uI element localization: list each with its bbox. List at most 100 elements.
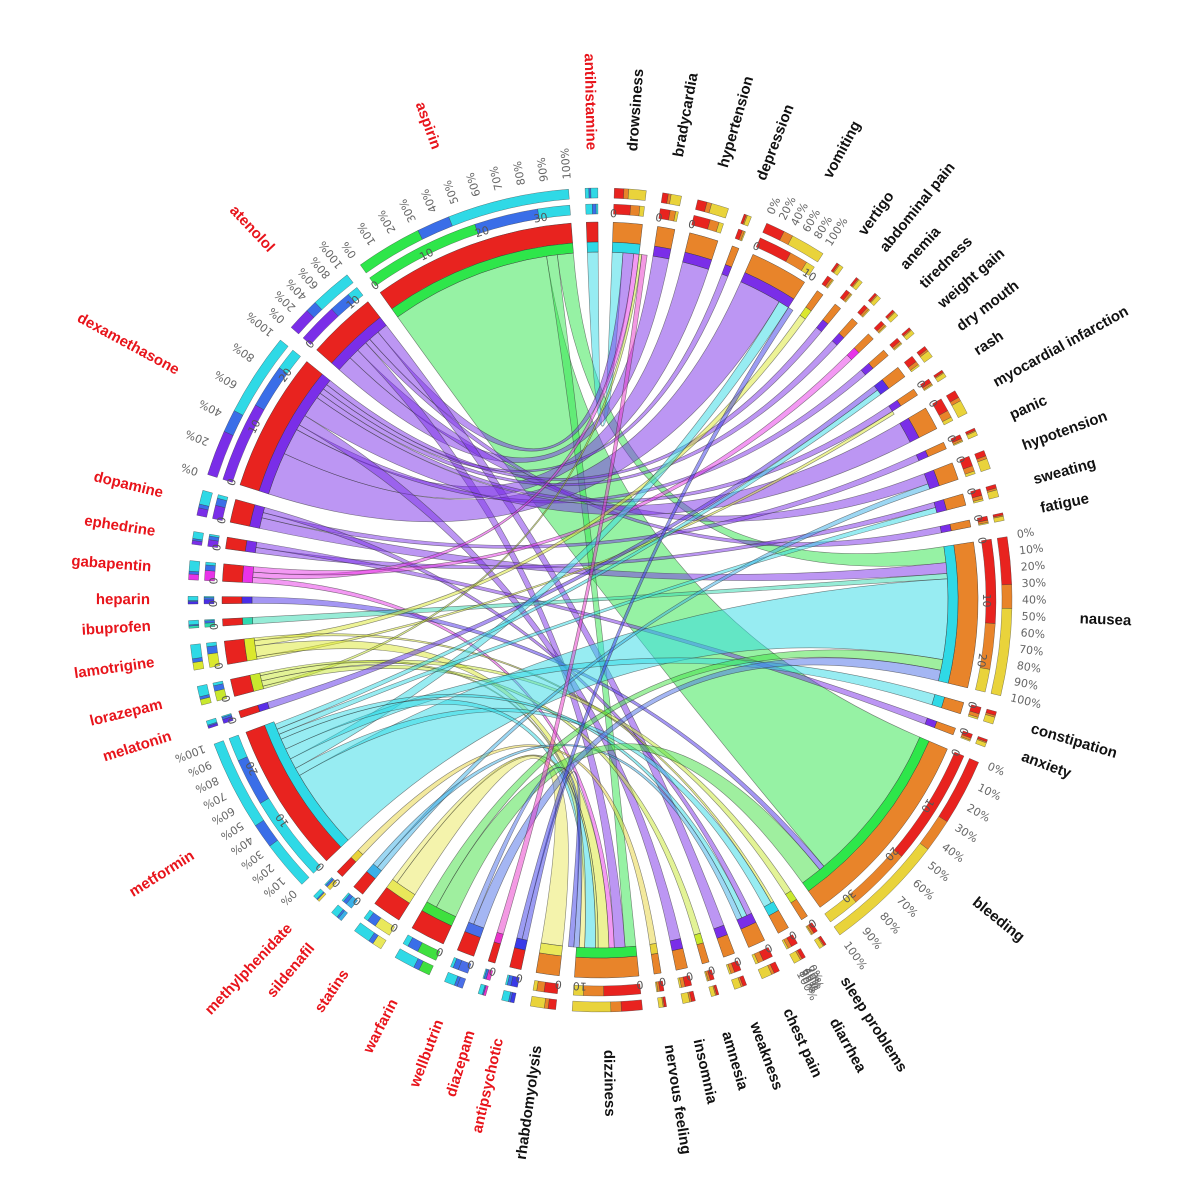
node-arc-methylphenidate[interactable] [336, 857, 357, 877]
percent-tick-bleeding: 30% [952, 821, 980, 845]
node-arc-nervous_feeling[interactable] [650, 953, 662, 975]
node-arc-ephedrine[interactable] [225, 536, 248, 552]
track-segment-gabapentin [188, 560, 201, 572]
node-arc-amnesia[interactable] [696, 942, 710, 965]
node-color-band-gabapentin [242, 565, 254, 584]
node-arc-panic[interactable] [925, 441, 947, 458]
track-segment-chest_pain [757, 965, 772, 980]
node-arc-bradycardia[interactable] [654, 226, 676, 250]
track-segment-drowsiness [627, 188, 647, 201]
node-arc-gabapentin[interactable] [222, 563, 244, 583]
percent-tick-bleeding: 60% [910, 877, 937, 903]
track-segment-sleep_problems [805, 925, 813, 936]
node-arc-rash[interactable] [896, 388, 918, 407]
node-arc-drowsiness[interactable] [612, 222, 643, 245]
track-segment-chest_pain [751, 953, 759, 965]
track-segment-wellbutrin [450, 957, 457, 968]
track-segment-ephedrine [209, 533, 220, 538]
node-arc-diazepam[interactable] [487, 941, 501, 964]
count-tick-amnesia: 0 [706, 963, 716, 977]
count-tick-vomiting: 10 [800, 266, 819, 285]
percent-tick-dexamethasone: 60% [212, 368, 240, 392]
count-tick-warfarin: 0 [434, 944, 446, 959]
percent-tick-aspirin: 80% [511, 160, 528, 186]
node-arc-rhabdomyolysis[interactable] [535, 952, 562, 977]
track-segment-hypotension [964, 470, 976, 478]
node-arc-sweating[interactable] [943, 493, 967, 511]
node-arc-anxiety[interactable] [934, 721, 956, 736]
count-tick-sweating: 0 [964, 486, 978, 496]
node-color-band-dizziness [575, 945, 638, 959]
track-segment-dopamine [217, 494, 229, 501]
count-tick-antipsychotic: 0 [515, 971, 525, 985]
track-segment-tiredness [878, 325, 887, 334]
node-arc-anemia[interactable] [838, 318, 858, 339]
track-segment-rhabdomyolysis [547, 998, 557, 1010]
node-color-band-methylphenidate [350, 849, 364, 863]
node-color-band-dry_mouth [873, 379, 890, 395]
node-arc-lamotrigine[interactable] [224, 638, 248, 665]
track-segment-bleeding [824, 894, 857, 923]
percent-tick-bleeding: 80% [877, 910, 903, 937]
count-tick-lorazepam: 0 [219, 694, 233, 704]
track-segment-fatigue [978, 522, 989, 526]
count-tick-melatonin: 0 [226, 715, 241, 726]
node-arc-sleep_problems[interactable] [790, 898, 808, 921]
percent-tick-aspirin: 50% [441, 178, 462, 205]
track-segment-sildenafil [341, 892, 351, 902]
track-segment-atenolol [314, 274, 354, 310]
track-segment-metformin [213, 740, 264, 826]
node-arc-heparin[interactable] [221, 596, 243, 604]
node-color-band-metformin [264, 721, 349, 848]
track-segment-dopamine [199, 490, 213, 507]
node-arc-weakness[interactable] [716, 934, 735, 958]
node-arc-abdominal_pain[interactable] [822, 303, 841, 325]
node-arc-constipation[interactable] [941, 696, 965, 715]
percent-tick-aspirin: 40% [418, 187, 440, 215]
node-color-band-amnesia [693, 932, 704, 945]
count-tick-panic: 0 [944, 433, 959, 445]
track-segment-rhabdomyolysis [532, 980, 539, 992]
node-arc-fatigue[interactable] [949, 519, 972, 532]
node-color-band-lorazepam [249, 672, 264, 692]
track-segment-ibuprofen [188, 619, 199, 626]
node-arc-lorazepam[interactable] [230, 674, 255, 697]
node-arc-depression[interactable] [725, 245, 740, 268]
count-tick-heparin: 0 [207, 600, 220, 607]
label-lamotrigine: lamotrigine [73, 654, 155, 682]
node-arc-insomnia[interactable] [671, 948, 688, 971]
node-color-band-depression [721, 264, 732, 277]
track-segment-diarrhea [781, 939, 789, 950]
node-color-band-tiredness [846, 347, 860, 360]
label-lorazepam: lorazepam [88, 696, 164, 730]
label-myocardial_infarction: myocardial infarction [990, 303, 1131, 391]
node-color-band-sildenafil [366, 863, 382, 879]
track-segment-insomnia [677, 977, 682, 989]
count-tick-nausea: 10 [980, 593, 993, 607]
count-tick-diazepam: 0 [487, 964, 497, 978]
track-segment-gabapentin [204, 564, 216, 572]
node-arc-vertigo[interactable] [805, 290, 824, 312]
node-arc-weight_gain[interactable] [868, 349, 889, 369]
label-insomnia: insomnia [690, 1037, 721, 1106]
node-arc-dizziness[interactable] [574, 955, 640, 979]
track-segment-dry_mouth [910, 364, 920, 373]
node-arc-melatonin[interactable] [238, 704, 261, 719]
track-segment-dizziness [610, 1001, 622, 1013]
track-segment-nervous_feeling [655, 981, 658, 993]
track-segment-antihistamine [592, 203, 597, 215]
percent-tick-dexamethasone: 40% [197, 397, 225, 419]
node-arc-antihistamine[interactable] [586, 221, 599, 243]
node-color-band-insomnia [669, 938, 684, 951]
label-statins: statins [311, 966, 352, 1016]
count-tick-insomnia: 0 [685, 969, 695, 983]
track-segment-depression [740, 231, 746, 242]
ribbon-diazepam-drowsiness [496, 254, 648, 935]
node-color-band-lamotrigine [243, 637, 258, 662]
label-anxiety: anxiety [1019, 748, 1074, 782]
node-arc-antipsychotic[interactable] [509, 947, 526, 970]
node-arc-ibuprofen[interactable] [222, 617, 244, 627]
node-arc-tiredness[interactable] [853, 333, 874, 354]
track-segment-hypertension [715, 222, 724, 234]
track-segment-heparin [203, 597, 215, 600]
